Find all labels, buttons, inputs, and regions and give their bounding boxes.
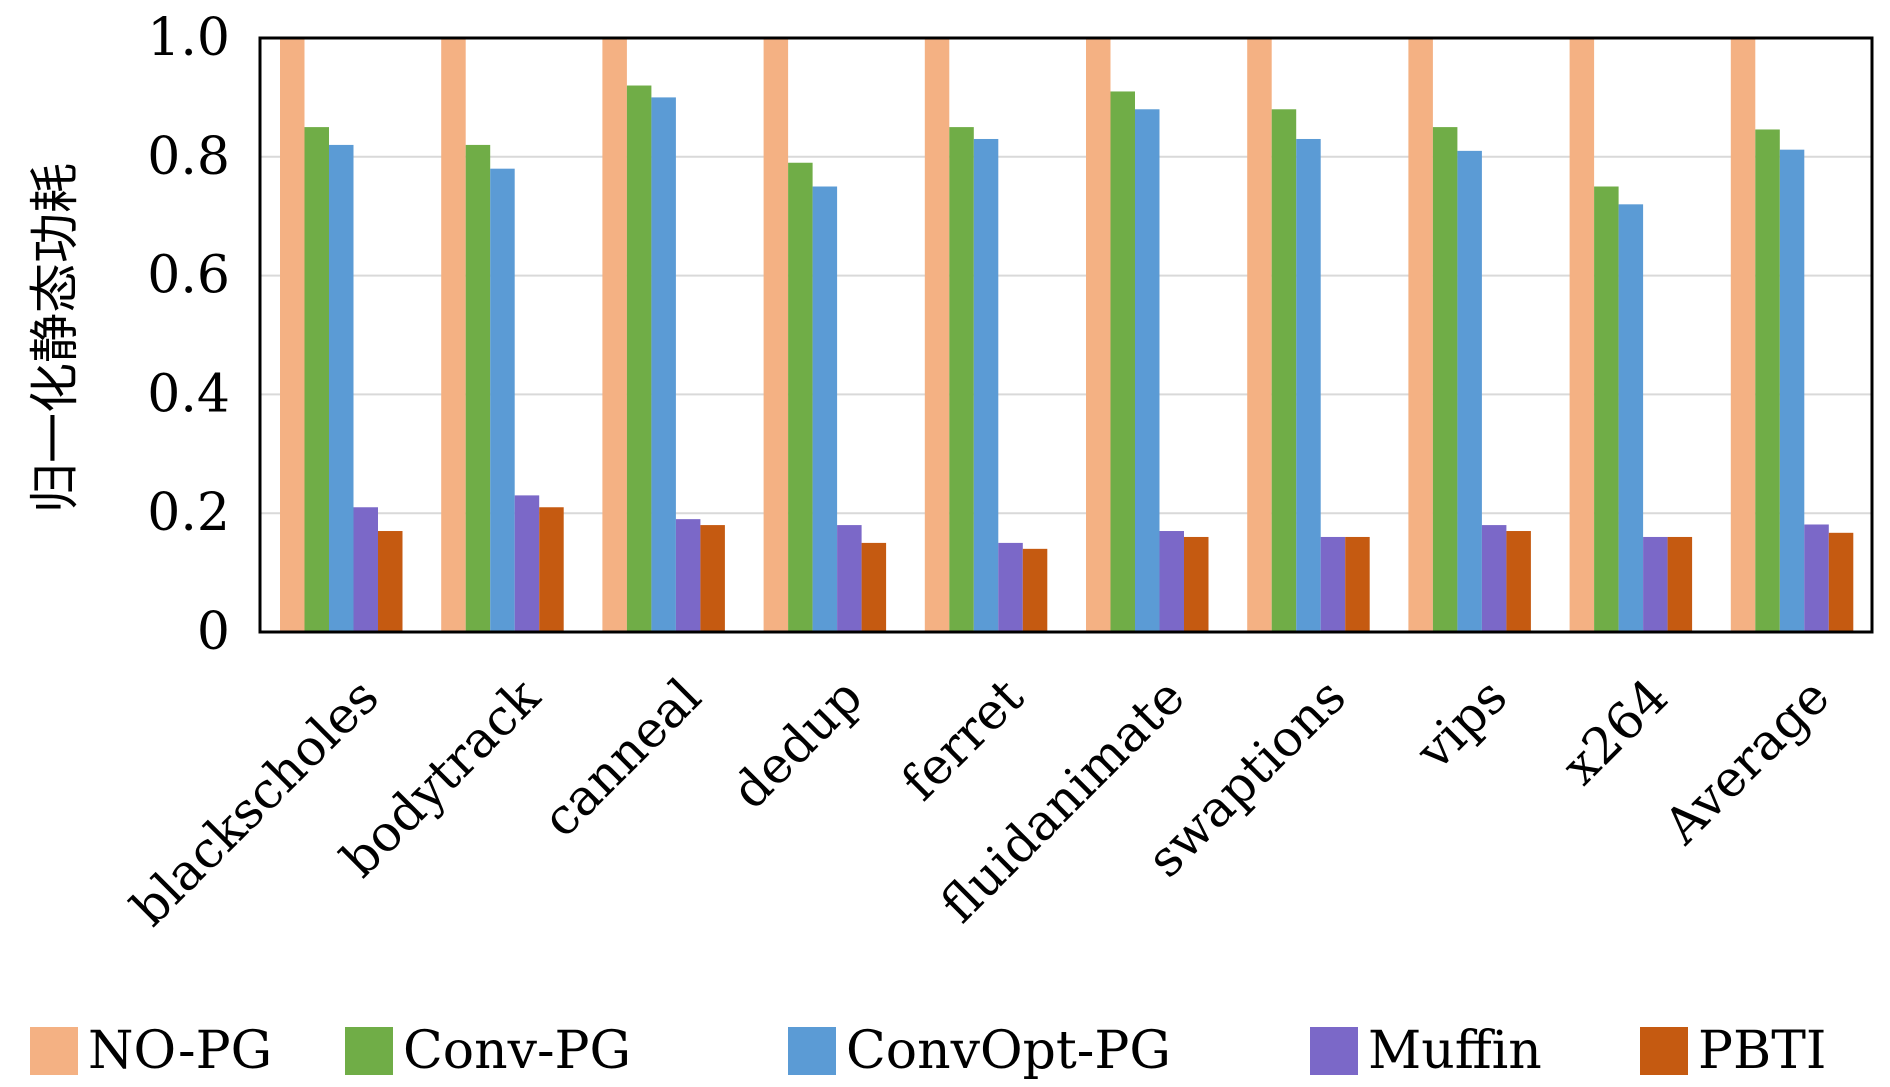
x-tick-label: ferret [891, 667, 1035, 811]
bar-convopt-pg-canneal [651, 97, 676, 632]
plot-frame [258, 36, 1874, 634]
bar-muffin-canneal [675, 519, 701, 632]
bar-convopt-pg-dedup [812, 186, 838, 632]
bar-no-pg-dedup [763, 38, 789, 632]
bar-pbti-ferret [1022, 548, 1048, 632]
bar-convopt-pg-bodytrack [490, 168, 515, 632]
y-axis-label: 归一化静态功耗 [26, 163, 84, 513]
x-tick-label: dedup [721, 667, 874, 820]
bar-muffin-ferret [998, 542, 1023, 632]
bar-convopt-pg-ferret [973, 138, 999, 633]
x-tick-label: x264 [1551, 667, 1679, 795]
y-tick-label: 0.6 [147, 246, 230, 306]
bar-pbti-fluidanimate [1184, 536, 1209, 632]
bar-pbti-bodytrack [539, 507, 564, 632]
bar-no-pg-bodytrack [441, 38, 466, 632]
bar-no-pg-x264 [1569, 38, 1595, 632]
x-tick-label: blackscholes [120, 667, 390, 937]
bar-conv-pg-canneal [626, 85, 652, 632]
y-tick-label: 0.4 [147, 364, 230, 424]
legend-swatch-muffin [1310, 1027, 1358, 1075]
bar-conv-pg-fluidanimate [1110, 91, 1135, 632]
bar-conv-pg-swaptions [1271, 109, 1297, 632]
x-tick-label: canneal [531, 667, 712, 848]
bar-no-pg-canneal [602, 38, 627, 632]
bar-pbti-vips [1506, 531, 1531, 632]
legend-swatch-pbti [1640, 1027, 1688, 1075]
y-tick-label: 0 [197, 602, 230, 662]
bar-convopt-pg-swaptions [1296, 138, 1321, 633]
bar-pbti-dedup [861, 542, 887, 632]
x-tick-label: Average [1652, 667, 1840, 855]
bar-convopt-pg-x264 [1618, 204, 1644, 632]
bar-no-pg-average [1730, 38, 1756, 632]
bar-pbti-x264 [1667, 536, 1693, 632]
bar-pbti-canneal [700, 525, 725, 632]
bar-pbti-swaptions [1345, 536, 1370, 632]
y-tick-labels: 0 0.2 0.4 0.6 0.8 1.0 [147, 8, 230, 662]
bar-muffin-fluidanimate [1159, 531, 1184, 632]
bar-muffin-dedup [837, 525, 862, 632]
bar-convopt-pg-blackscholes [329, 144, 354, 633]
legend-swatch-conv-pg [345, 1027, 393, 1075]
bar-conv-pg-vips [1432, 127, 1458, 632]
bar-pbti-average [1828, 532, 1854, 632]
legend-swatch-no-pg [30, 1027, 78, 1075]
legend-label-no-pg: NO-PG [88, 1021, 272, 1081]
bar-muffin-average [1804, 524, 1829, 632]
legend-label-conv-pg: Conv-PG [403, 1021, 631, 1081]
bar-convopt-pg-vips [1457, 150, 1482, 633]
bar-no-pg-fluidanimate [1086, 38, 1111, 632]
y-tick-label: 1.0 [147, 8, 230, 68]
bar-no-pg-swaptions [1247, 38, 1272, 632]
y-tick-label: 0.8 [147, 127, 230, 187]
bar-muffin-vips [1481, 525, 1507, 632]
legend-label-muffin: Muffin [1368, 1021, 1542, 1081]
x-tick-label: vips [1404, 667, 1518, 781]
bar-conv-pg-average [1755, 129, 1780, 632]
bar-conv-pg-ferret [949, 127, 974, 632]
bars [280, 38, 1854, 633]
legend-swatch-convopt-pg [788, 1027, 836, 1075]
legend-label-pbti: PBTI [1698, 1021, 1826, 1081]
bar-conv-pg-blackscholes [304, 127, 329, 632]
bar-no-pg-vips [1408, 38, 1433, 632]
bar-no-pg-blackscholes [280, 38, 305, 632]
bar-pbti-blackscholes [378, 531, 403, 632]
y-tick-label: 0.2 [147, 483, 230, 543]
legend: NO-PG Conv-PG ConvOpt-PG Muffin PBTI [30, 1021, 1826, 1081]
bar-muffin-blackscholes [353, 507, 378, 632]
bar-muffin-swaptions [1320, 536, 1346, 632]
bar-muffin-x264 [1643, 536, 1668, 632]
bar-muffin-bodytrack [514, 495, 540, 632]
bar-no-pg-ferret [924, 38, 950, 632]
bar-convopt-pg-fluidanimate [1135, 109, 1160, 632]
bar-convopt-pg-average [1779, 149, 1805, 632]
bar-conv-pg-dedup [788, 162, 813, 633]
bar-conv-pg-x264 [1594, 186, 1619, 632]
legend-label-convopt-pg: ConvOpt-PG [846, 1021, 1171, 1081]
bar-conv-pg-bodytrack [465, 144, 491, 633]
